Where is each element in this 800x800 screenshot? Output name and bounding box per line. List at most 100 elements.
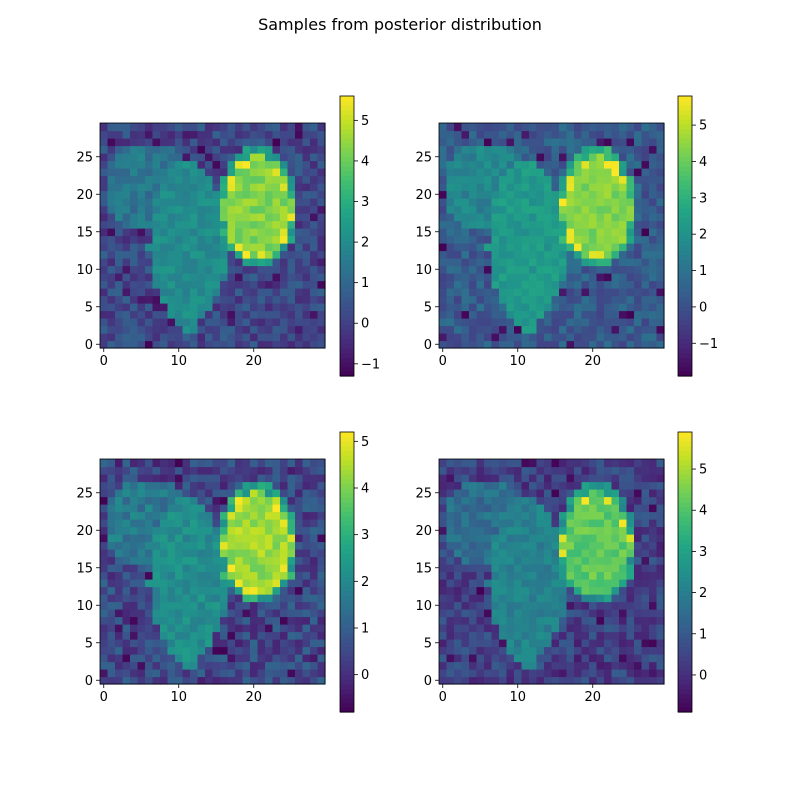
heatmap-cell xyxy=(521,646,530,655)
heatmap-cell xyxy=(514,609,523,618)
heatmap-cell xyxy=(589,556,598,565)
heatmap-cell xyxy=(295,160,304,169)
heatmap-cell xyxy=(205,273,214,282)
heatmap-cell xyxy=(596,466,605,475)
heatmap-cell xyxy=(115,504,124,513)
heatmap-cell xyxy=(272,228,281,237)
heatmap-cell xyxy=(160,153,169,162)
heatmap-cell xyxy=(250,198,259,207)
heatmap-cell xyxy=(287,571,296,580)
heatmap-cell xyxy=(484,504,493,513)
heatmap-cell xyxy=(499,601,508,610)
heatmap-cell xyxy=(476,556,485,565)
colorbar-strip xyxy=(340,632,354,638)
heatmap-cell xyxy=(469,175,478,184)
heatmap-cell xyxy=(469,228,478,237)
heatmap-cell xyxy=(446,631,455,640)
heatmap-cell xyxy=(287,183,296,192)
heatmap-cell xyxy=(439,571,448,580)
heatmap-cell xyxy=(235,258,244,267)
heatmap-cell xyxy=(551,496,560,505)
heatmap-cell xyxy=(446,340,455,349)
heatmap-cell xyxy=(115,183,124,192)
heatmap-cell xyxy=(559,631,568,640)
heatmap-cell xyxy=(317,594,326,603)
heatmap-cell xyxy=(167,609,176,618)
heatmap-cell xyxy=(295,183,304,192)
heatmap-cell xyxy=(469,250,478,259)
heatmap-cell xyxy=(641,205,650,214)
colorbar-tick-label: 1 xyxy=(699,627,707,642)
heatmap-cell xyxy=(626,609,635,618)
heatmap-cell xyxy=(461,496,470,505)
heatmap-cell xyxy=(220,183,229,192)
heatmap-cell xyxy=(566,175,575,184)
heatmap-cell xyxy=(469,333,478,342)
heatmap-cell xyxy=(574,571,583,580)
heatmap-cell xyxy=(212,153,221,162)
heatmap-cell xyxy=(122,676,131,685)
heatmap-cell xyxy=(160,295,169,304)
heatmap-cell xyxy=(611,676,620,685)
heatmap-cell xyxy=(529,243,538,252)
heatmap-cell xyxy=(130,273,139,282)
heatmap-cell xyxy=(454,325,463,334)
heatmap-cell xyxy=(476,654,485,663)
heatmap-cell xyxy=(454,213,463,222)
heatmap-cell xyxy=(115,631,124,640)
heatmap-cell xyxy=(469,646,478,655)
heatmap-cell xyxy=(205,669,214,678)
heatmap-cell xyxy=(461,190,470,199)
heatmap-cell xyxy=(574,213,583,222)
heatmap-cell xyxy=(302,594,311,603)
heatmap-cell xyxy=(559,504,568,513)
heatmap-cell xyxy=(250,481,259,490)
heatmap-cell xyxy=(295,511,304,520)
heatmap-cell xyxy=(596,175,605,184)
heatmap-cell xyxy=(521,250,530,259)
heatmap-cell xyxy=(499,586,508,595)
heatmap-cell xyxy=(641,601,650,610)
heatmap-cell xyxy=(190,175,199,184)
heatmap-cell xyxy=(242,519,251,528)
heatmap-cell xyxy=(242,541,251,550)
heatmap-cell xyxy=(287,534,296,543)
heatmap-cell xyxy=(100,639,109,648)
heatmap-cell xyxy=(235,138,244,147)
heatmap-cell xyxy=(566,153,575,162)
heatmap-cell xyxy=(250,228,259,237)
heatmap-cell xyxy=(454,504,463,513)
heatmap-cell xyxy=(506,504,515,513)
heatmap-cell xyxy=(521,235,530,244)
heatmap-cell xyxy=(122,661,131,670)
heatmap-cell xyxy=(317,273,326,282)
heatmap-cell xyxy=(596,145,605,154)
heatmap-cell xyxy=(197,318,206,327)
heatmap-cell xyxy=(604,481,613,490)
heatmap-cell xyxy=(280,526,289,535)
heatmap-cell xyxy=(514,280,523,289)
heatmap-cell xyxy=(619,474,628,483)
heatmap-cell xyxy=(160,228,169,237)
heatmap-cell xyxy=(551,534,560,543)
colorbar-strip xyxy=(678,646,692,652)
heatmap-cell xyxy=(160,519,169,528)
heatmap-cell xyxy=(197,198,206,207)
heatmap-cell xyxy=(265,519,274,528)
colorbar-tick-label: 0 xyxy=(699,668,707,683)
heatmap-cell xyxy=(175,228,184,237)
colorbar-tick-label: 3 xyxy=(699,545,707,560)
heatmap-cell xyxy=(521,265,530,274)
heatmap-cell xyxy=(182,303,191,312)
heatmap-cell xyxy=(619,669,628,678)
heatmap-cell xyxy=(175,220,184,229)
heatmap-cell xyxy=(596,474,605,483)
heatmap-cell xyxy=(205,138,214,147)
heatmap-cell xyxy=(604,571,613,580)
heatmap-cell xyxy=(287,601,296,610)
heatmap-cell xyxy=(302,579,311,588)
heatmap-cell xyxy=(611,228,620,237)
heatmap-cell xyxy=(544,183,553,192)
heatmap-cell xyxy=(604,564,613,573)
heatmap-cell xyxy=(641,138,650,147)
